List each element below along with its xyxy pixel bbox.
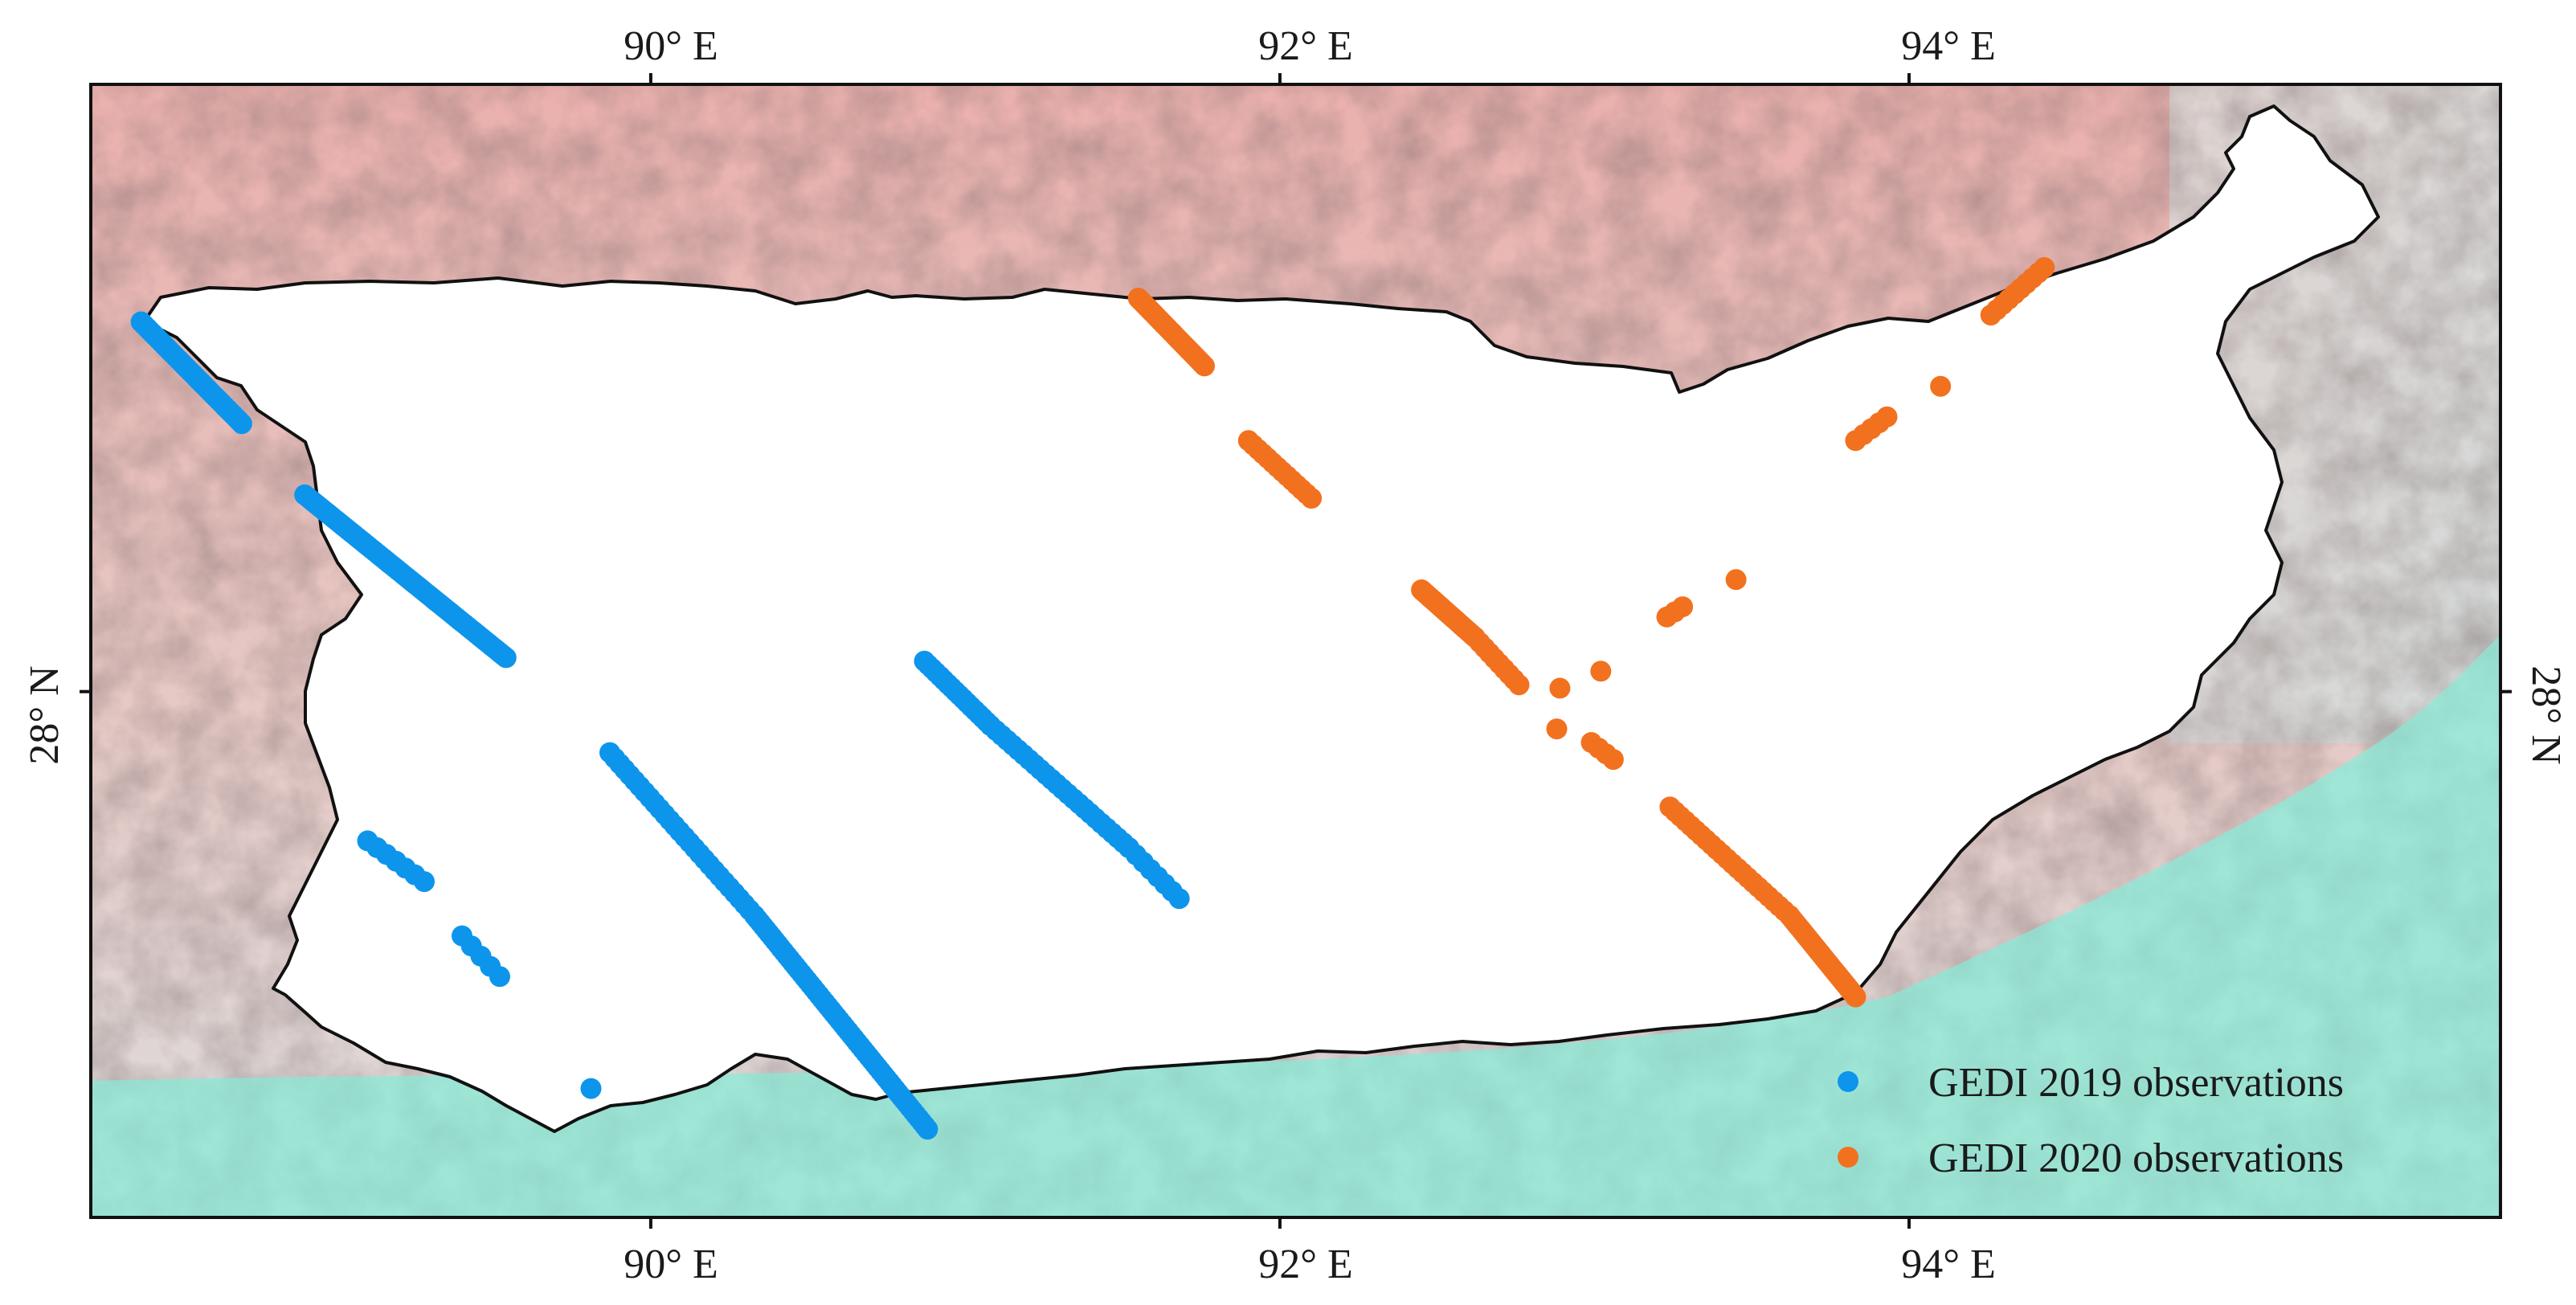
- lon-label-top-94: 94° E: [1901, 23, 1996, 69]
- lon-label-bottom-94: 94° E: [1901, 1242, 1996, 1287]
- legend-label-2020: GEDI 2020 observations: [1928, 1135, 2344, 1181]
- legend-label-2019: GEDI 2019 observations: [1928, 1060, 2344, 1106]
- observation-point-2020: [1602, 749, 1624, 771]
- lon-label-top-92: 92° E: [1258, 23, 1353, 69]
- observation-point-2019: [495, 647, 517, 669]
- lat-label-left-28: 28° N: [22, 665, 67, 764]
- observation-point-2020: [1725, 569, 1747, 591]
- legend-marker-2019: [1838, 1071, 1858, 1092]
- observation-point-2019: [231, 413, 252, 435]
- observation-point-2019: [1168, 888, 1190, 910]
- observation-point-2020: [1876, 406, 1898, 428]
- map-frame: [89, 83, 2502, 1219]
- observation-point-2020: [1301, 488, 1323, 509]
- lat-label-right-28: 28° N: [2523, 665, 2569, 764]
- legend: GEDI 2019 observations GEDI 2020 observa…: [1838, 1060, 2344, 1181]
- lon-label-bottom-90: 90° E: [624, 1242, 718, 1287]
- legend-marker-2020: [1838, 1147, 1858, 1168]
- terrain-basemap: [91, 84, 2500, 1217]
- observation-point-2020: [1546, 718, 1568, 740]
- observation-point-2019: [580, 1078, 602, 1099]
- observation-point-2020: [2034, 257, 2055, 278]
- study-area-outline: [141, 104, 2380, 1133]
- observation-point-2019: [917, 1119, 938, 1140]
- observation-point-2020: [1845, 986, 1867, 1008]
- observation-point-2020: [1549, 677, 1571, 699]
- series-gedi-2020: [1127, 257, 2055, 1008]
- observation-point-2020: [1508, 674, 1530, 696]
- observation-point-2020: [1930, 375, 1952, 397]
- lon-label-top-90: 90° E: [624, 23, 718, 69]
- observation-point-2019: [414, 871, 435, 893]
- series-gedi-2019: [130, 311, 1190, 1140]
- observation-point-2020: [1194, 355, 1215, 377]
- observation-point-2019: [489, 966, 510, 988]
- graticule-ticks: [80, 73, 2512, 1229]
- observation-point-2020: [1590, 661, 1612, 682]
- observation-point-2020: [1672, 596, 1694, 618]
- lon-label-bottom-92: 92° E: [1258, 1242, 1353, 1287]
